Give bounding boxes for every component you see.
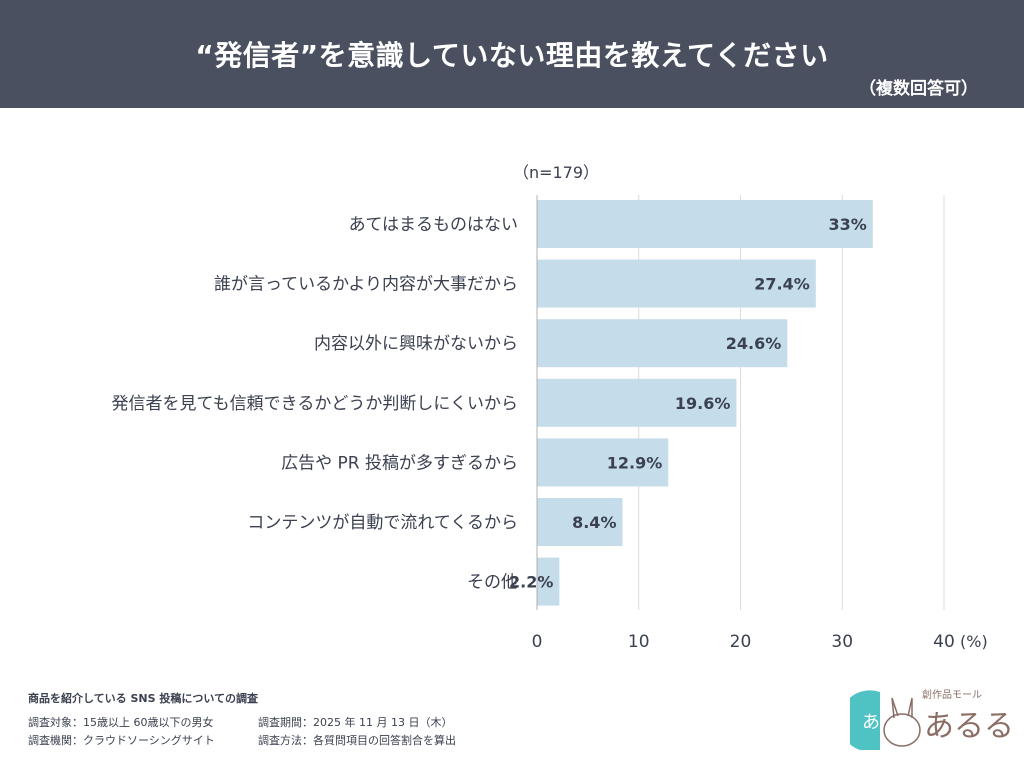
- bar: [537, 200, 873, 248]
- data-label: 2.2%: [509, 573, 553, 592]
- x-tick-label: 30: [831, 632, 853, 652]
- category-label: あてはまるものはない: [349, 215, 518, 235]
- bar: [537, 498, 623, 546]
- category-label: 発信者を見ても信頼できるかどうか判断しにくいから: [112, 394, 518, 414]
- bar: [537, 438, 669, 487]
- survey-method: 調査方法：各質問項目の回答割合を算出: [258, 734, 456, 747]
- data-label: 8.4%: [572, 513, 616, 532]
- category-label: 広告や PR 投稿が多すぎるから: [281, 453, 518, 473]
- category-label: 内容以外に興味がないから: [314, 334, 518, 354]
- x-tick-label: 20: [730, 632, 752, 652]
- survey-agency: 調査機関：クラウドソーシングサイト: [28, 734, 215, 747]
- bar: [537, 259, 816, 308]
- x-tick-label: 10: [628, 632, 650, 652]
- chart-subtitle: （複数回答可）: [859, 79, 978, 99]
- category-label: 誰が言っているかより内容が大事だから: [214, 275, 518, 295]
- category-label: その他: [467, 573, 518, 593]
- bar: [537, 319, 788, 368]
- x-unit-label: (%): [960, 632, 988, 651]
- survey-period: 調査期間：2025 年 11 月 13 日（木）: [258, 716, 453, 729]
- survey-target: 調査対象：15歳以上 60歳以下の男女: [28, 716, 214, 729]
- data-label: 24.6%: [726, 334, 782, 353]
- data-label: 12.9%: [607, 453, 663, 472]
- bar: [537, 557, 560, 606]
- svg-text:あ: あ: [862, 712, 880, 733]
- sample-size-label: （n=179）: [513, 163, 599, 182]
- survey-title: 商品を紹介している SNS 投稿についての調査: [28, 692, 259, 705]
- data-label: 27.4%: [754, 275, 810, 294]
- chart-title: “発信者”を意識していない理由を教えてください: [195, 39, 829, 72]
- data-label: 19.6%: [675, 394, 731, 413]
- x-tick-label: 40: [933, 632, 955, 652]
- svg-text:創作品モール: 創作品モール: [922, 689, 982, 701]
- data-label: 33%: [828, 215, 866, 234]
- category-label: コンテンツが自動で流れてくるから: [247, 513, 518, 533]
- header-banner: “発信者”を意識していない理由を教えてください （複数回答可）: [0, 0, 1024, 108]
- svg-text:あるる: あるる: [924, 709, 1010, 744]
- x-tick-label: 0: [532, 632, 543, 652]
- arulu-logo: あ 創作品モール あるる: [850, 688, 1010, 754]
- bar: [537, 378, 737, 427]
